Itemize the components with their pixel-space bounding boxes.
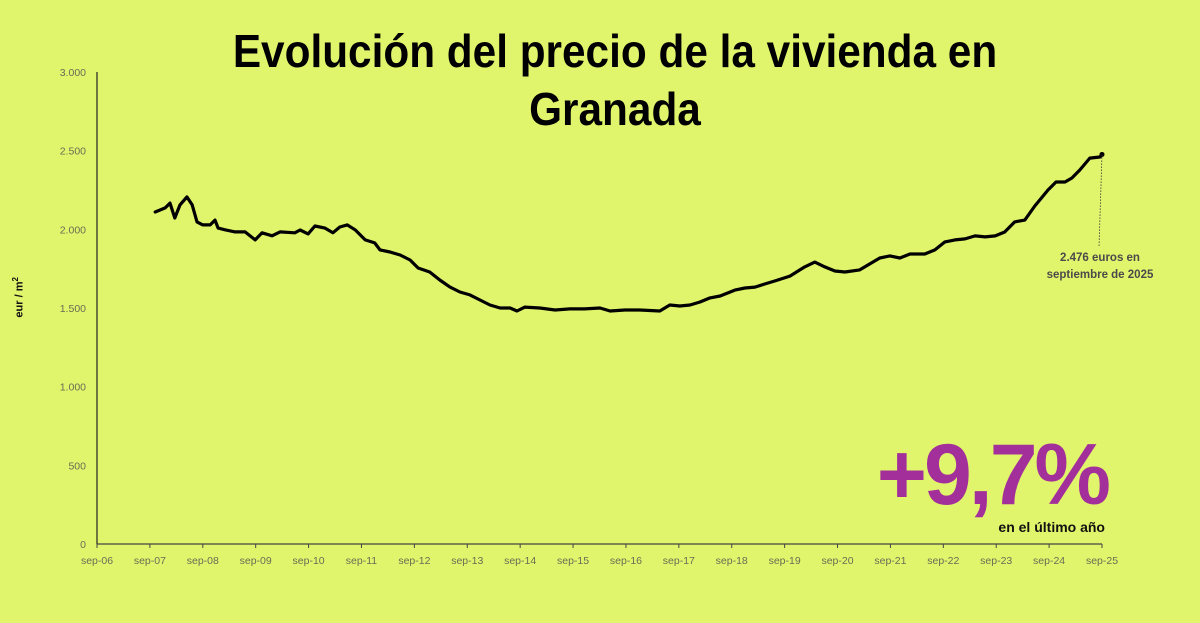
x-tick-label: sep-12 — [398, 555, 430, 567]
x-tick-label: sep-20 — [821, 555, 853, 567]
price-line — [153, 152, 1104, 313]
title-line-2: Granada — [529, 83, 701, 135]
series-layer — [153, 151, 1105, 313]
chart-title: Evolución del precio de la vivienda en G… — [187, 22, 1043, 138]
yearly-change-caption: en el último año — [998, 519, 1105, 535]
x-tick-label: sep-14 — [504, 555, 536, 567]
x-tick-label: sep-18 — [716, 555, 748, 567]
y-axis-label-sup: 2 — [10, 277, 20, 282]
x-tick-label: sep-17 — [663, 555, 695, 567]
annotation-leader-line — [1098, 154, 1103, 248]
x-tick-label: sep-08 — [187, 555, 219, 567]
y-axis-label-text: eur / m — [13, 281, 26, 318]
x-tick-label: sep-16 — [610, 555, 642, 567]
x-tick-label: sep-23 — [980, 555, 1012, 567]
x-tick-label: sep-11 — [346, 555, 377, 567]
x-tick-label: sep-25 — [1086, 555, 1118, 567]
x-tick-label: sep-06 — [81, 555, 113, 567]
x-tick-label: sep-13 — [451, 555, 483, 567]
x-tick-label: sep-10 — [293, 555, 325, 567]
axes: 0 500 1.000 1.500 2.000 2.500 3.000 sep-06 sep-0… — [60, 67, 1118, 567]
y-tick-label: 0 — [80, 539, 86, 551]
annotation-line-1: 2.476 euros en — [1060, 252, 1140, 264]
x-tick-label: sep-22 — [927, 555, 959, 567]
x-tick-label: sep-15 — [557, 555, 589, 567]
x-tick-label: sep-21 — [874, 555, 906, 567]
x-tick-label: sep-19 — [769, 555, 801, 567]
annotation-line-2: septiembre de 2025 — [1046, 269, 1154, 281]
yearly-change-value: +9,7% — [876, 427, 1111, 523]
y-tick-label: 2.500 — [60, 146, 86, 158]
title-line-1: Evolución del precio de la vivienda en — [232, 25, 998, 77]
x-tick-label: sep-24 — [1033, 555, 1065, 567]
y-tick-label: 500 — [68, 460, 86, 472]
x-tick-label: sep-09 — [240, 555, 272, 567]
y-tick-label: 1.000 — [60, 382, 86, 394]
y-tick-label: 2.000 — [60, 224, 86, 236]
last-value-annotation: 2.476 euros en septiembre de 2025 — [1030, 250, 1170, 284]
x-tick-label: sep-07 — [134, 555, 166, 567]
y-axis-label: eur / m2 — [11, 277, 26, 318]
y-tick-label: 3.000 — [60, 67, 86, 79]
y-tick-label: 1.500 — [60, 303, 86, 315]
